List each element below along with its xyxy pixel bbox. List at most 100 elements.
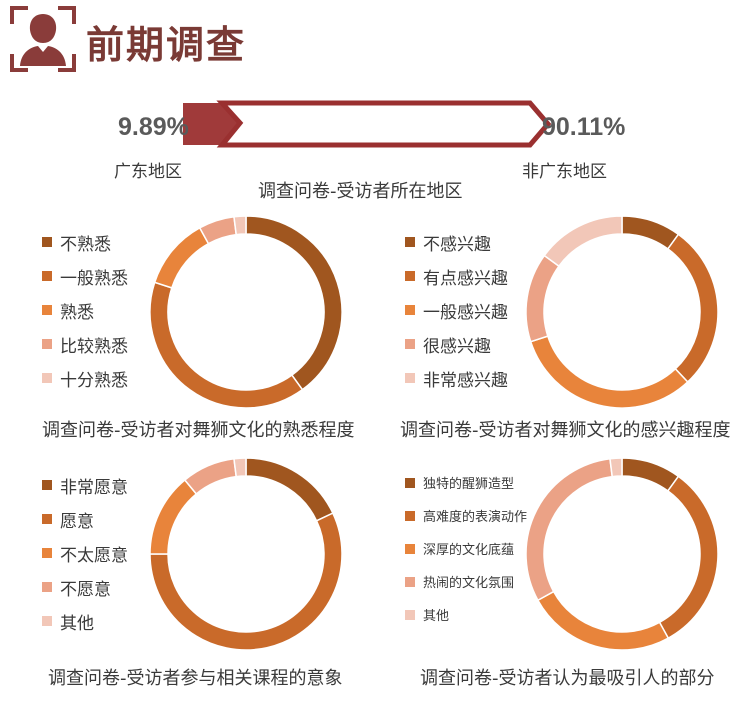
legend-label: 不感兴趣 [423, 234, 491, 255]
legend-swatch [405, 373, 415, 383]
legend-label: 一般熟悉 [60, 268, 128, 289]
chart-caption-attraction: 调查问卷-受访者认为最吸引人的部分 [420, 668, 715, 689]
legend-swatch [42, 582, 52, 592]
legend-label: 热闹的文化氛围 [423, 576, 515, 591]
legend-item: 其他 [42, 604, 128, 638]
legend-swatch [405, 305, 415, 315]
legend-swatch [42, 480, 52, 490]
donut-slice-1 [621, 215, 680, 250]
legend-item: 非常愿意 [42, 468, 128, 502]
donut-slice-2 [666, 233, 719, 384]
donut-slice-4 [525, 457, 614, 602]
donut-slice-1 [245, 215, 343, 391]
legend-swatch [405, 510, 415, 521]
legend-item: 其他 [405, 598, 527, 631]
donut-slice-1 [245, 457, 334, 522]
legend-label: 独特的醒狮造型 [423, 477, 515, 492]
donut-slice-3 [149, 478, 198, 555]
legend-label: 非常愿意 [60, 477, 128, 498]
legend-label: 很感兴趣 [423, 336, 491, 357]
legend-label: 其他 [60, 613, 94, 634]
legend-label: 深厚的文化底蕴 [423, 543, 515, 558]
donut-chart-familiarity [149, 215, 343, 409]
legend-label: 非常感兴趣 [423, 370, 508, 391]
legend-swatch [42, 373, 52, 383]
region-left-percent: 9.89% [118, 113, 189, 141]
legend-item: 十分熟悉 [42, 361, 128, 395]
legend-label: 不太愿意 [60, 545, 128, 566]
donut-slice-5 [233, 215, 247, 236]
legend-item: 热闹的文化氛围 [405, 565, 527, 598]
region-caption: 调查问卷-受访者所在地区 [258, 181, 463, 202]
donut-slice-3 [529, 335, 689, 409]
legend-item: 非常感兴趣 [405, 361, 508, 395]
legend-label: 不熟悉 [60, 234, 111, 255]
legend-label: 熟悉 [60, 302, 94, 323]
legend-item: 高难度的表演动作 [405, 499, 527, 532]
legend-swatch [42, 271, 52, 281]
chart-caption-willingness: 调查问卷-受访者参与相关课程的意象 [48, 668, 343, 689]
donut-slice-4 [183, 457, 238, 495]
legend-label: 有点感兴趣 [423, 268, 508, 289]
legend-swatch [42, 237, 52, 247]
legend-item: 独特的醒狮造型 [405, 466, 527, 499]
legend-label: 愿意 [60, 511, 94, 532]
legend-label: 不愿意 [60, 579, 111, 600]
legend-label: 其他 [423, 609, 450, 624]
region-arrow-filled [183, 103, 240, 145]
legend-item: 比较熟悉 [42, 327, 128, 361]
legend-swatch [405, 237, 415, 247]
legend-item: 愿意 [42, 502, 128, 536]
donut-slice-1 [621, 457, 680, 492]
legend-item: 熟悉 [42, 293, 128, 327]
donut-slice-5 [609, 457, 623, 478]
donut-chart-willingness [149, 457, 343, 651]
region-left-label: 广东地区 [114, 162, 182, 182]
legend-swatch [42, 548, 52, 558]
legend-item: 有点感兴趣 [405, 259, 508, 293]
donut-chart-attraction [525, 457, 719, 651]
legend-swatch [405, 271, 415, 281]
legend-label: 高难度的表演动作 [423, 510, 528, 525]
legend-swatch [42, 514, 52, 524]
legend-item: 不太愿意 [42, 536, 128, 570]
legend-swatch [42, 305, 52, 315]
donut-slice-2 [149, 281, 304, 409]
donut-slice-5 [543, 215, 623, 268]
legend-item: 不愿意 [42, 570, 128, 604]
region-section: 9.89% 90.11% 广东地区 非广东地区 调查问卷-受访者所在地区 [0, 95, 753, 205]
chart-caption-interest: 调查问卷-受访者对舞狮文化的感兴趣程度 [400, 420, 731, 441]
person-frame-icon [10, 6, 76, 72]
region-arrow [183, 100, 552, 148]
header: 前期调查 [0, 0, 753, 80]
donut-slice-2 [149, 512, 343, 651]
legend-swatch [405, 477, 415, 488]
legend-attraction: 独特的醒狮造型 高难度的表演动作 深厚的文化底蕴 热闹的文化氛围 其他 [405, 466, 527, 631]
legend-label: 一般感兴趣 [423, 302, 508, 323]
legend-label: 比较熟悉 [60, 336, 128, 357]
region-arrow-outline [216, 100, 552, 148]
donut-slice-2 [658, 475, 719, 640]
page-title: 前期调查 [86, 23, 247, 67]
donut-slice-4 [525, 254, 560, 343]
legend-swatch [42, 616, 52, 626]
legend-item: 深厚的文化底蕴 [405, 532, 527, 565]
legend-swatch [405, 609, 415, 620]
legend-swatch [405, 543, 415, 554]
legend-swatch [405, 576, 415, 587]
donut-slice-3 [536, 590, 670, 651]
legend-item: 一般感兴趣 [405, 293, 508, 327]
legend-swatch [42, 339, 52, 349]
legend-item: 不感兴趣 [405, 225, 508, 259]
donut-chart-interest [525, 215, 719, 409]
legend-familiarity: 不熟悉一般熟悉熟悉比较熟悉十分熟悉 [42, 225, 128, 395]
region-right-label: 非广东地区 [522, 162, 607, 182]
legend-swatch [405, 339, 415, 349]
legend-label: 十分熟悉 [60, 370, 128, 391]
donut-slice-5 [233, 457, 247, 478]
legend-item: 很感兴趣 [405, 327, 508, 361]
legend-interest: 不感兴趣有点感兴趣一般感兴趣很感兴趣非常感兴趣 [405, 225, 508, 395]
legend-item: 不熟悉 [42, 225, 128, 259]
region-right-percent: 90.11% [542, 113, 626, 141]
donut-slice-3 [153, 226, 210, 289]
